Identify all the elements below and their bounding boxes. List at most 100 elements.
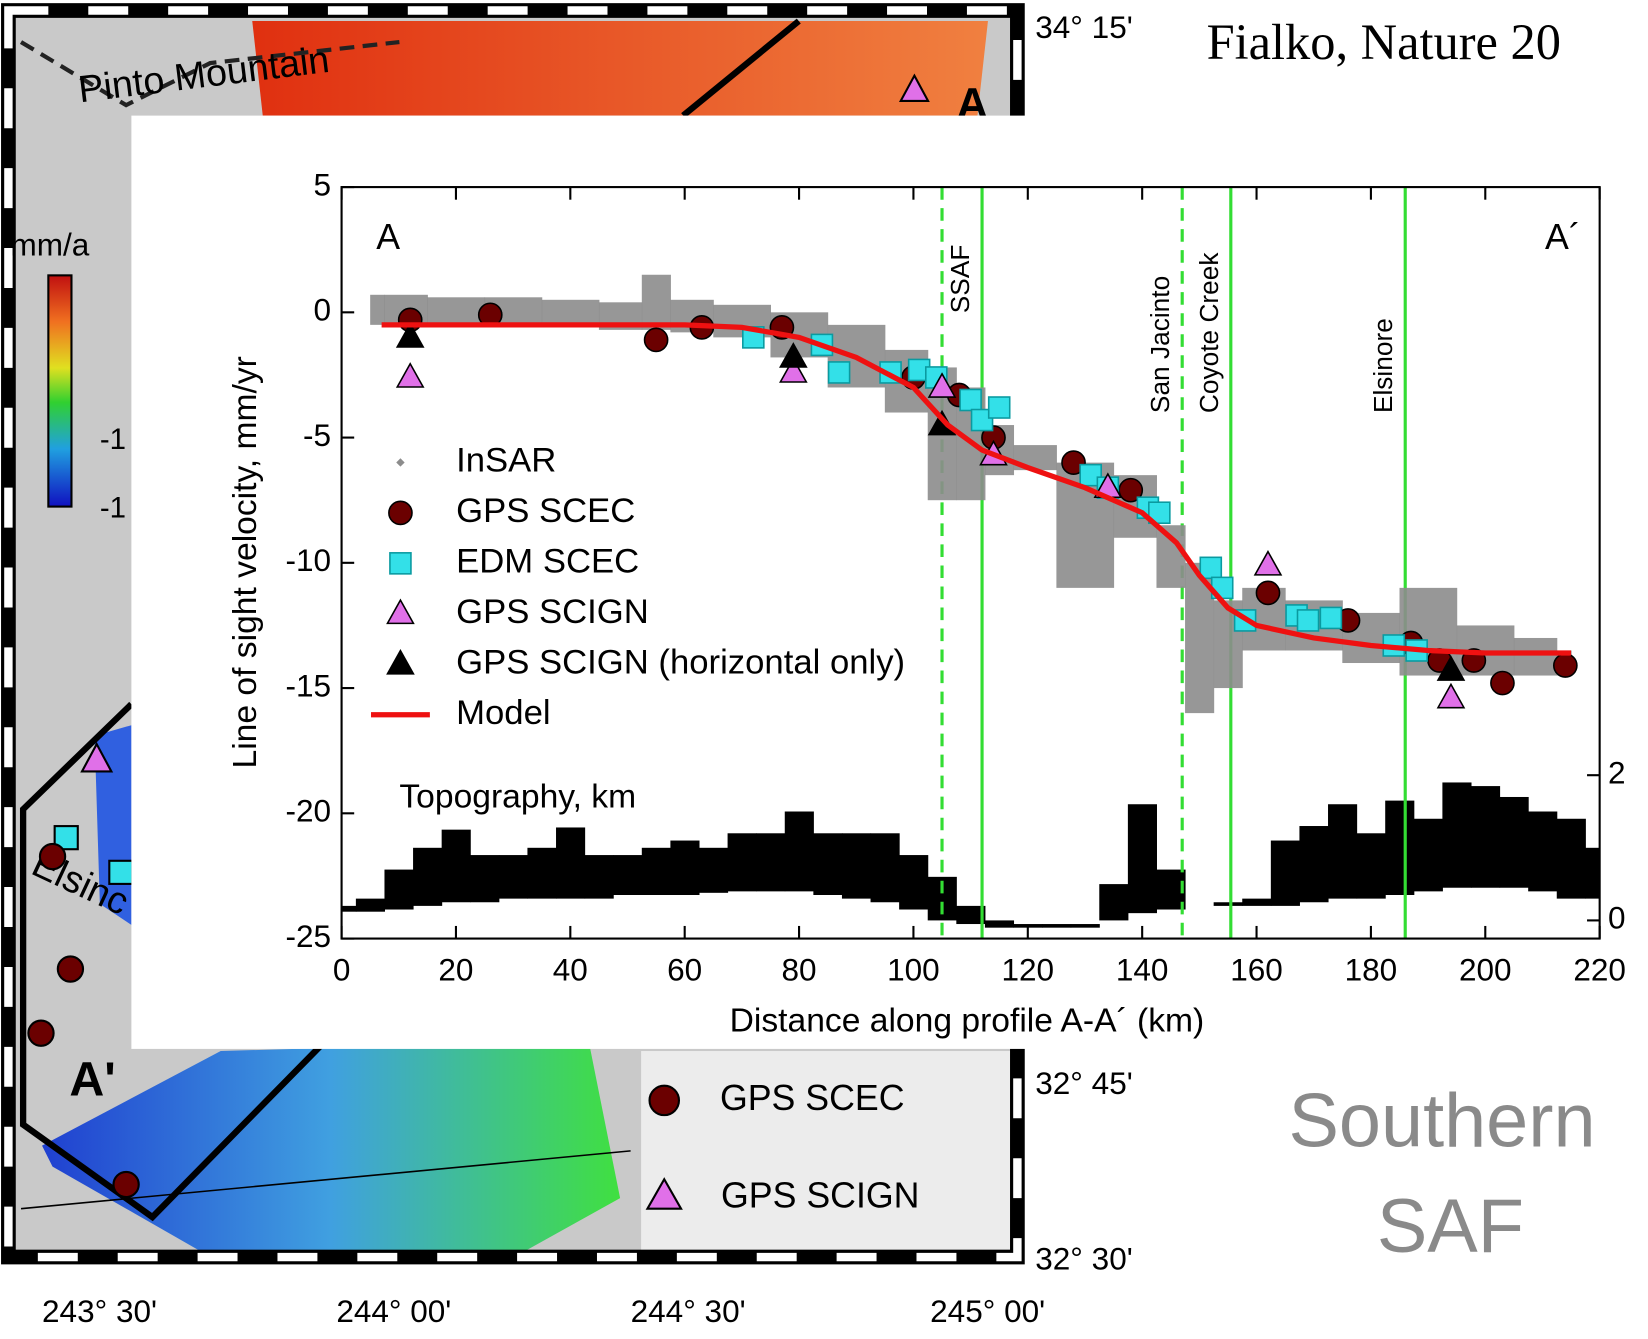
data-point: [827, 361, 851, 384]
legend-marker: [645, 1177, 683, 1210]
data-point: [1490, 670, 1515, 696]
topography: [527, 847, 557, 899]
x-tick-label: 120: [1002, 952, 1055, 988]
fault-label: SSAF: [945, 245, 975, 314]
lat-label: 32° 30': [1035, 1241, 1133, 1277]
topography: [1356, 833, 1386, 899]
topography: [841, 833, 872, 899]
topography: [899, 855, 929, 910]
x-axis-label: Distance along profile A-A´ (km): [730, 1003, 1205, 1040]
legend-marker: [396, 458, 405, 467]
legend-label: EDM SCEC: [456, 543, 639, 581]
topography: [413, 847, 443, 906]
y-axis-label: Line of sight velocity, mm/yr: [227, 356, 264, 768]
legend-label: GPS SCIGN: [456, 593, 649, 631]
topography: [756, 833, 786, 892]
lon-label: 243° 30': [42, 1293, 157, 1329]
x-tick-label: 140: [1116, 952, 1169, 988]
fault-label: San Jacinto: [1145, 276, 1175, 413]
y2-tick-label: 2: [1608, 755, 1626, 791]
region-title: SAF: [1377, 1184, 1524, 1269]
insar-band: [370, 294, 385, 325]
topography: [1528, 811, 1558, 892]
legend-label: InSAR: [456, 442, 556, 480]
topography: [1242, 898, 1272, 906]
legend-label: GPS SCEC: [456, 492, 635, 530]
topography: [1213, 902, 1243, 906]
y-tick-label: -20: [286, 793, 332, 829]
legend-marker: [386, 598, 415, 625]
map-marker: [108, 859, 134, 885]
x-tick-label: 200: [1459, 952, 1512, 988]
legend-label: GPS SCIGN (horizontal only): [456, 643, 905, 681]
topography: [784, 811, 814, 892]
topography: [727, 833, 757, 892]
map-marker: [112, 1170, 140, 1199]
citation: Fialko, Nature 20: [1207, 14, 1561, 70]
x-tick-label: 60: [667, 952, 702, 988]
colorbar-tick: -1: [100, 492, 126, 525]
region-title: Southern: [1288, 1079, 1595, 1164]
annotation: Topography, km: [399, 779, 636, 816]
topography: [1556, 818, 1586, 899]
data-point: [1319, 606, 1343, 630]
velocity-patch: [42, 1040, 621, 1251]
topography: [1413, 818, 1443, 892]
topography: [670, 840, 700, 895]
legend-marker: [388, 500, 413, 526]
lat-label: 34° 15': [1035, 9, 1133, 45]
topography: [1470, 786, 1501, 888]
legend-marker: [648, 1084, 681, 1117]
topography: [613, 855, 643, 895]
y-tick-label: 5: [314, 166, 332, 202]
legend-marker: [386, 648, 415, 675]
legend-label: GPS SCEC: [720, 1078, 905, 1118]
road: [20, 1150, 631, 1210]
x-tick-label: 180: [1345, 952, 1398, 988]
data-point: [779, 357, 808, 383]
topography: [1585, 847, 1601, 899]
data-point: [779, 342, 808, 368]
profile-line: [19, 701, 329, 1222]
topography: [498, 855, 528, 899]
colorbar-unit: mm/a: [11, 226, 90, 262]
lon-label: 244° 30': [631, 1293, 746, 1329]
y-tick-label: -5: [303, 417, 331, 453]
profile-line: [681, 18, 801, 119]
map-marker: [80, 741, 114, 773]
topography: [641, 847, 671, 895]
topography: [1328, 804, 1358, 899]
data-point: [987, 396, 1011, 419]
data-point: [395, 322, 425, 348]
fault-label: Elsinore: [1368, 318, 1398, 413]
x-tick-label: 0: [333, 952, 351, 988]
data-point: [1061, 450, 1086, 475]
map-marker: [27, 1019, 55, 1047]
x-tick-label: 80: [782, 952, 817, 988]
x-tick-label: 20: [438, 952, 473, 988]
colorbar: [47, 274, 73, 508]
map-marker: [56, 955, 85, 983]
data-point: [1148, 501, 1171, 525]
topography: [355, 898, 385, 912]
y-tick-label: -10: [286, 542, 332, 578]
topography: [1042, 924, 1072, 928]
insar-band: [641, 274, 671, 330]
topography: [556, 827, 586, 899]
data-point: [970, 408, 994, 432]
velocity-patch: [252, 21, 988, 116]
map-marker: [38, 842, 67, 871]
data-point: [1118, 477, 1144, 503]
data-point: [395, 362, 425, 388]
annotation: A: [376, 217, 400, 257]
map-marker: [898, 73, 930, 102]
topography: [1099, 884, 1129, 921]
data-point: [1436, 682, 1466, 709]
annotation: A´: [1545, 217, 1581, 257]
topography: [1299, 826, 1329, 903]
legend-marker: [389, 552, 412, 575]
topography: [698, 847, 729, 893]
